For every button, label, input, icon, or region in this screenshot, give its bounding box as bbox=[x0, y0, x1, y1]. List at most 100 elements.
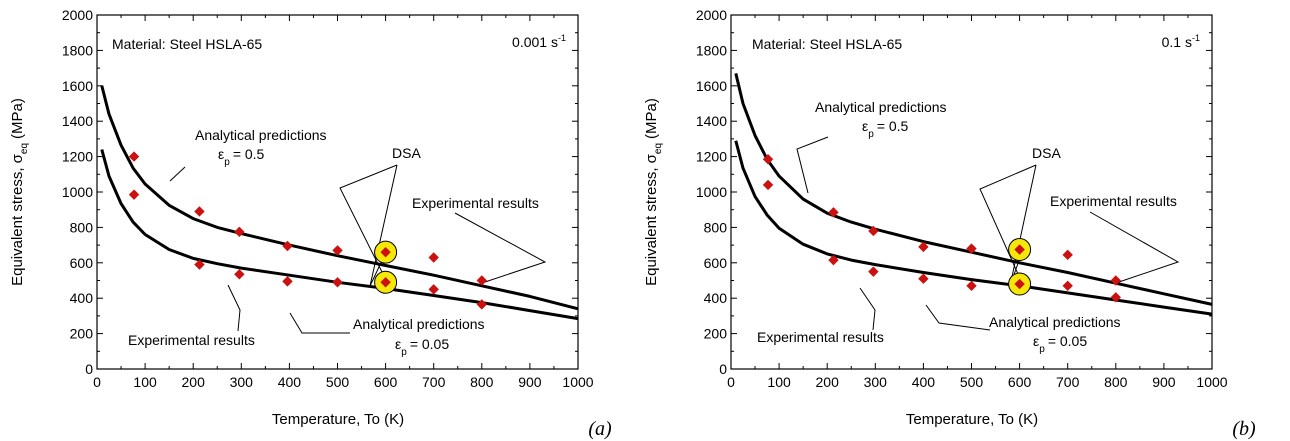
y-tick-label: 200 bbox=[70, 326, 94, 342]
x-tick-label: 600 bbox=[1008, 374, 1032, 390]
y-tick-label: 1800 bbox=[62, 42, 93, 58]
x-tick-label: 800 bbox=[1104, 374, 1128, 390]
y-tick-label: 1800 bbox=[696, 42, 727, 58]
y-tick-label: 200 bbox=[704, 326, 728, 342]
experimental-data-point bbox=[476, 299, 488, 310]
analytical-curve-lower bbox=[100, 149, 579, 321]
experimental-data-point bbox=[332, 245, 343, 256]
experimental-data-point bbox=[1110, 292, 1122, 303]
experimental-data-point bbox=[828, 207, 839, 218]
panel-label: (a) bbox=[588, 418, 612, 440]
material-label: Material: Steel HSLA-65 bbox=[752, 36, 902, 52]
chart-panel-a: 0 100 200 300 400 500 600 700 800 900 1000 0 200 400 6… bbox=[9, 7, 612, 440]
experimental-data-point bbox=[868, 266, 879, 277]
strain-value: = 0.05 bbox=[410, 336, 450, 352]
y-axis-label-sub: eq bbox=[653, 143, 664, 154]
y-tick-label: 400 bbox=[704, 290, 728, 306]
x-tick-label: 0 bbox=[93, 374, 101, 390]
experimental-data-point bbox=[332, 277, 343, 288]
y-tick-label: 0 bbox=[85, 361, 93, 377]
strain-value: = 0.5 bbox=[877, 118, 909, 134]
leader-experimental-left bbox=[227, 284, 241, 332]
leader-analytical-lower bbox=[289, 312, 350, 334]
leader-dsa-0 bbox=[339, 164, 398, 283]
analytical-curve-lower bbox=[734, 140, 1213, 316]
experimental-data-point bbox=[234, 269, 245, 280]
y-axis-label-sub: eq bbox=[19, 143, 30, 154]
y-tick-label: 600 bbox=[70, 255, 94, 271]
strain-label-lower: εp= 0.05 bbox=[395, 336, 449, 358]
panel-label: (b) bbox=[1232, 418, 1256, 440]
x-tick-label: 400 bbox=[912, 374, 936, 390]
strain-symbol: ε bbox=[395, 336, 401, 352]
experimental-data-point bbox=[1014, 278, 1025, 290]
x-tick-label: 1000 bbox=[562, 374, 593, 390]
experimental-data-point bbox=[428, 252, 439, 263]
x-tick-label: 300 bbox=[230, 374, 254, 390]
strain-rate-value: 0.001 s bbox=[512, 34, 558, 50]
leader-dsa-0 bbox=[979, 164, 1037, 284]
experimental-data-point bbox=[128, 189, 140, 200]
annotation-dsa: DSA bbox=[392, 145, 421, 161]
y-axis-label-main: Equivalent stress, σ bbox=[9, 153, 26, 286]
x-tick-label: 400 bbox=[278, 374, 302, 390]
experimental-data-point bbox=[234, 226, 245, 238]
x-tick-label: 800 bbox=[470, 374, 494, 390]
x-axis-label: Temperature, To (K) bbox=[272, 411, 404, 428]
experimental-data-point bbox=[1014, 244, 1025, 255]
x-tick-label: 0 bbox=[727, 374, 735, 390]
annotation-analytical-lower: Analytical predictions bbox=[353, 316, 485, 332]
experimental-data-point bbox=[282, 276, 293, 287]
y-tick-label: 0 bbox=[719, 361, 727, 377]
strain-subscript: p bbox=[224, 157, 230, 168]
experimental-data-point bbox=[428, 284, 439, 295]
x-tick-label: 900 bbox=[1152, 374, 1176, 390]
annotation-analytical-upper: Analytical predictions bbox=[815, 99, 947, 115]
y-tick-label: 800 bbox=[704, 219, 728, 235]
experimental-data-point bbox=[966, 280, 977, 292]
experimental-data-point bbox=[1062, 249, 1073, 261]
annotation-experimental-right: Experimental results bbox=[412, 195, 539, 211]
strain-label-lower: εp= 0.05 bbox=[1033, 333, 1087, 355]
experimental-data-point bbox=[762, 154, 774, 165]
y-tick-label: 1200 bbox=[62, 149, 93, 165]
chart-panel-b: 0 100 200 300 400 500 600 700 800 900 1000 0 200 400 6… bbox=[643, 7, 1256, 440]
experimental-data-point bbox=[476, 275, 488, 286]
experimental-data-point bbox=[128, 151, 140, 162]
x-tick-label: 100 bbox=[767, 374, 791, 390]
strain-rate-value: 0.1 s bbox=[1162, 34, 1192, 50]
analytical-curve-upper bbox=[100, 85, 579, 311]
experimental-data-point bbox=[762, 179, 774, 191]
y-tick-label: 400 bbox=[70, 290, 94, 306]
leader-analytical-upper bbox=[169, 166, 186, 182]
material-label: Material: Steel HSLA-65 bbox=[112, 36, 262, 52]
x-tick-label: 700 bbox=[1056, 374, 1080, 390]
leader-analytical-lower bbox=[925, 304, 991, 331]
y-tick-label: 2000 bbox=[696, 7, 727, 23]
experimental-data-point bbox=[966, 243, 977, 254]
y-tick-label: 1000 bbox=[696, 184, 727, 200]
y-axis-label-unit: (MPa) bbox=[643, 98, 660, 139]
experimental-data-point bbox=[828, 254, 839, 266]
y-tick-label: 2000 bbox=[62, 7, 93, 23]
annotation-experimental-left: Experimental results bbox=[128, 332, 255, 348]
strain-symbol: ε bbox=[218, 146, 224, 162]
leader-experimental-right bbox=[454, 212, 547, 284]
experimental-data-point bbox=[282, 240, 293, 252]
experimental-data-point bbox=[194, 259, 205, 270]
y-axis-label: Equivalent stress, σeq (MPa) bbox=[643, 98, 664, 286]
strain-subscript: p bbox=[1039, 344, 1045, 355]
experimental-data-point bbox=[1110, 275, 1122, 286]
y-tick-label: 800 bbox=[70, 219, 94, 235]
y-axis-label-main: Equivalent stress, σ bbox=[643, 153, 660, 286]
leader-dsa-1 bbox=[1009, 164, 1037, 287]
strain-subscript: p bbox=[401, 347, 407, 358]
y-axis-label: Equivalent stress, σeq (MPa) bbox=[9, 98, 30, 286]
x-tick-label: 500 bbox=[326, 374, 350, 390]
annotation-experimental-left: Experimental results bbox=[757, 329, 884, 345]
analytical-curve-upper bbox=[734, 73, 1213, 306]
experimental-data-point bbox=[1062, 280, 1073, 292]
strain-value: = 0.5 bbox=[233, 146, 265, 162]
x-tick-label: 900 bbox=[518, 374, 542, 390]
